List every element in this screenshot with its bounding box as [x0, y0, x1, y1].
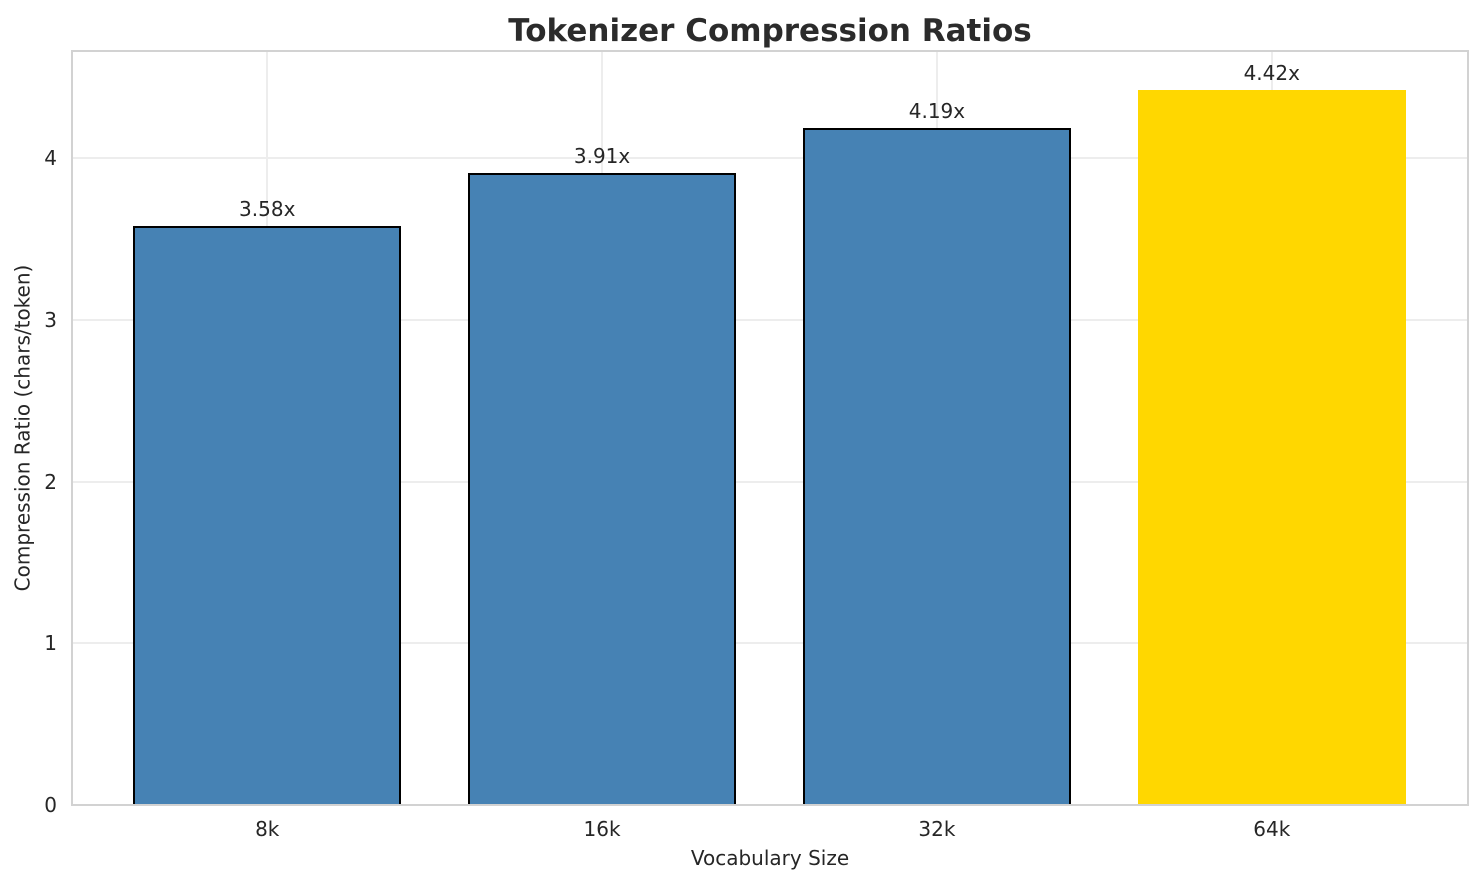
ytick-label-4: 4	[44, 146, 57, 171]
xtick-label-32k: 32k	[918, 817, 956, 841]
xtick-label-8k: 8k	[255, 817, 280, 841]
chart-title: Tokenizer Compression Ratios	[508, 13, 1032, 49]
value-label-64k: 4.42x	[1243, 61, 1300, 86]
value-label-16k: 3.91x	[573, 143, 631, 168]
value-label-8k: 3.58x	[239, 197, 296, 222]
xtick-label-16k: 16k	[583, 817, 621, 841]
ytick-label-3: 3	[44, 307, 57, 332]
xtick-label-64k: 64k	[1253, 817, 1291, 841]
x-axis-label: Vocabulary Size	[690, 846, 850, 870]
ytick-label-0: 0	[44, 793, 57, 817]
bar-64k	[1137, 90, 1406, 806]
ytick-label-1: 1	[44, 631, 57, 656]
ytick-label-2: 2	[44, 469, 57, 494]
gridline-h	[73, 318, 1467, 321]
gridline-h	[73, 642, 1467, 645]
value-label-32k: 4.19x	[908, 98, 966, 123]
bar-32k	[802, 127, 1071, 806]
gridline-h	[73, 157, 1467, 160]
bar-16k	[468, 172, 736, 806]
bar-8k	[133, 226, 402, 806]
gridline-h	[73, 480, 1467, 483]
